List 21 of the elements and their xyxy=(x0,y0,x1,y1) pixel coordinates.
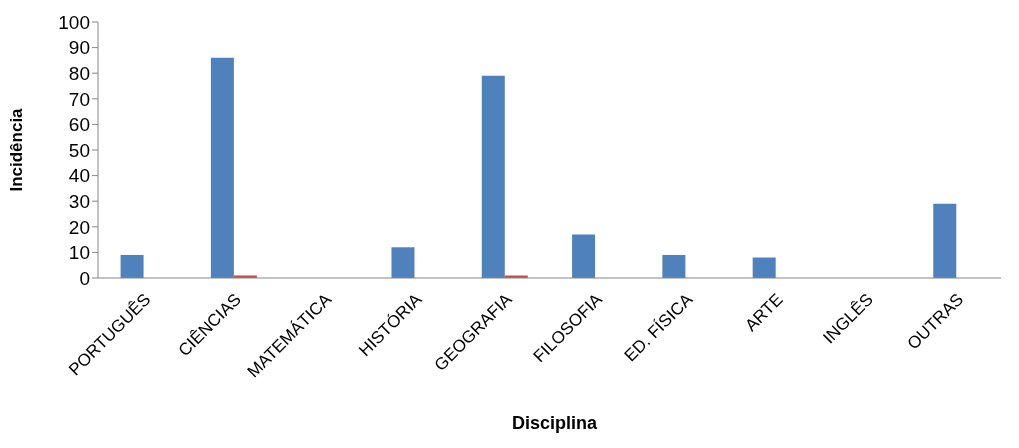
bar xyxy=(662,254,686,278)
y-tick-label: 40 xyxy=(68,165,90,187)
y-tick-label: 90 xyxy=(68,37,90,59)
y-tick-label: 100 xyxy=(58,11,90,33)
y-tick-label: 20 xyxy=(68,216,90,238)
y-tick-label: 80 xyxy=(68,62,90,84)
bar xyxy=(481,75,505,278)
bar xyxy=(933,203,957,278)
y-tick-label: 60 xyxy=(68,114,90,136)
y-axis-title: Incidência xyxy=(7,107,27,192)
bar xyxy=(120,254,144,278)
y-tick-label: 30 xyxy=(68,190,90,212)
x-axis-title: Disciplina xyxy=(511,413,598,434)
bar xyxy=(752,257,776,278)
bar xyxy=(210,57,234,278)
bar xyxy=(572,234,596,278)
y-tick-label: 10 xyxy=(68,242,90,264)
y-tick-label: 50 xyxy=(68,139,90,161)
y-tick-label: 70 xyxy=(68,88,90,110)
bar xyxy=(391,247,415,278)
y-tick-label: 0 xyxy=(79,267,90,289)
